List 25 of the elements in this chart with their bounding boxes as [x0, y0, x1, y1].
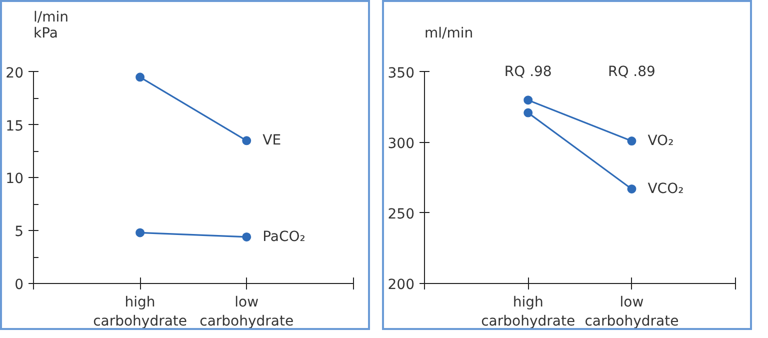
y-axis-title: ml/min [424, 26, 474, 42]
y-tick-label: 10 [6, 171, 24, 188]
point [136, 228, 145, 238]
y-tick-label: 350 [388, 65, 415, 82]
point [242, 136, 252, 146]
y-tick-label: 0 [14, 277, 24, 293]
series-label: VO₂ [648, 133, 674, 150]
point [136, 72, 145, 82]
y-tick-label: 15 [6, 118, 24, 134]
point [627, 136, 636, 146]
series-label: VE [262, 132, 282, 149]
y-axis-title: l/min kPa [34, 10, 69, 42]
y-tick-label: 250 [388, 206, 415, 222]
y-tick-label: 300 [388, 136, 415, 152]
series-label: PaCO₂ [262, 228, 306, 245]
point [627, 184, 636, 194]
y-tick-label: 20 [6, 65, 24, 82]
point [524, 108, 533, 118]
point [242, 232, 252, 242]
point [524, 96, 533, 105]
annotation: RQ .89 [608, 64, 656, 80]
annotation: RQ .98 [504, 64, 552, 80]
y-tick-label: 5 [14, 224, 24, 240]
series-label: VCO₂ [648, 180, 684, 197]
y-tick-label: 200 [388, 277, 415, 293]
